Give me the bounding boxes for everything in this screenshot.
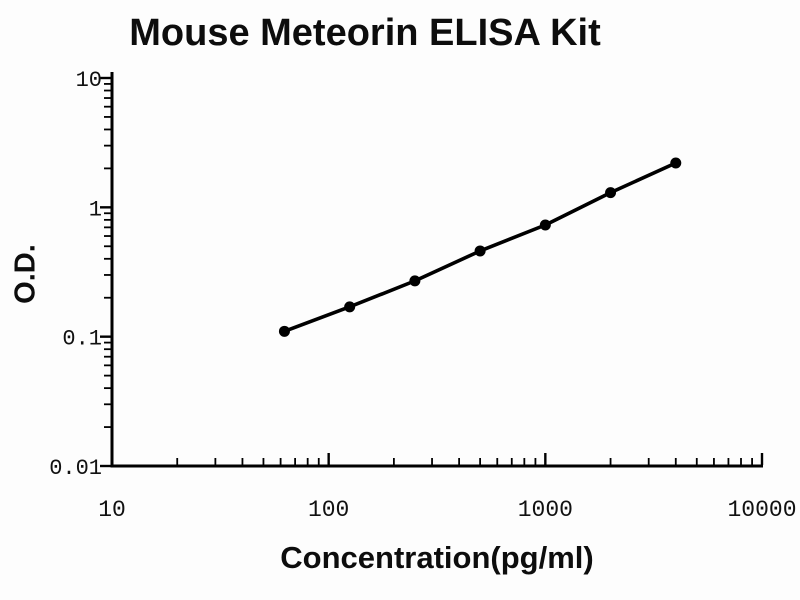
x-tick-label: 100 bbox=[308, 497, 349, 523]
data-point bbox=[474, 245, 486, 257]
chart-title: Mouse Meteorin ELISA Kit bbox=[129, 12, 601, 54]
x-axis-label: Concentration(pg/ml) bbox=[280, 540, 594, 575]
y-tick-label: 1 bbox=[89, 197, 102, 222]
x-tick-label: 10000 bbox=[727, 497, 796, 523]
y-tick-label: 10 bbox=[76, 68, 102, 93]
data-point bbox=[278, 325, 290, 337]
y-tick-label: 0.1 bbox=[62, 327, 102, 352]
y-tick-label: 0.01 bbox=[49, 456, 102, 481]
data-point bbox=[670, 157, 682, 169]
data-point bbox=[409, 275, 421, 287]
x-tick-label: 10 bbox=[98, 497, 126, 523]
data-point bbox=[539, 219, 551, 231]
x-tick-label: 1000 bbox=[518, 497, 573, 523]
data-point bbox=[605, 187, 617, 199]
data-point bbox=[344, 301, 356, 313]
